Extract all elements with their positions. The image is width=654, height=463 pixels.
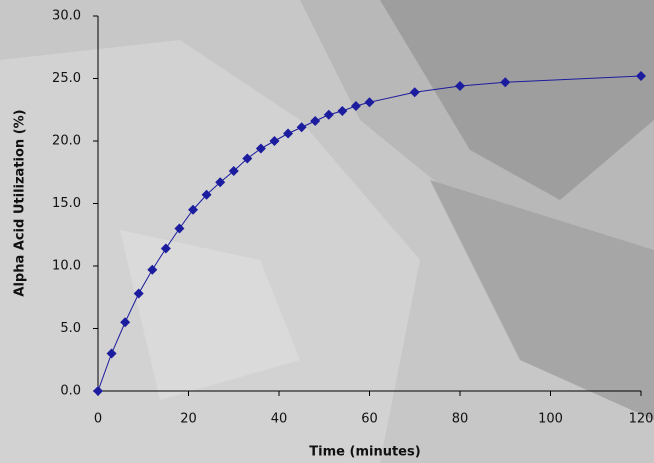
- data-point: [455, 81, 465, 91]
- data-point: [201, 189, 212, 200]
- data-point: [215, 177, 226, 188]
- y-tick-label: 20.0: [52, 134, 81, 149]
- y-axis-title: Alpha Acid Utilization (%): [13, 109, 28, 296]
- data-point: [337, 106, 348, 116]
- data-point: [255, 143, 266, 154]
- y-tick-label: 30.0: [52, 9, 81, 24]
- data-point: [93, 386, 103, 396]
- y-tick-label: 10.0: [52, 259, 81, 274]
- data-point: [500, 77, 511, 88]
- x-tick-label: 0: [94, 412, 102, 427]
- y-tick-label: 5.0: [60, 321, 81, 336]
- background-shape: [430, 180, 654, 420]
- y-tick-label: 0.0: [60, 384, 81, 399]
- x-tick-label: 40: [271, 412, 288, 427]
- data-point: [296, 122, 307, 133]
- background-shape: [120, 230, 300, 400]
- data-point: [242, 153, 253, 164]
- data-point: [147, 264, 158, 275]
- data-point: [636, 71, 646, 81]
- data-point: [120, 317, 131, 328]
- data-point: [323, 109, 334, 120]
- data-point: [174, 223, 185, 234]
- y-tick-label: 25.0: [52, 71, 81, 86]
- x-tick-label: 80: [452, 412, 469, 427]
- data-point: [409, 87, 420, 98]
- data-point: [160, 243, 171, 254]
- y-tick-label: 15.0: [52, 196, 81, 211]
- data-point: [106, 348, 117, 359]
- data-point: [228, 166, 239, 176]
- x-tick-label: 20: [180, 412, 197, 427]
- data-point: [364, 97, 375, 108]
- data-point: [283, 128, 294, 139]
- data-point: [350, 101, 361, 111]
- data-point: [310, 116, 321, 126]
- x-tick-label: 100: [538, 412, 563, 427]
- x-tick-label: 60: [361, 412, 378, 427]
- x-axis-title: Time (minutes): [309, 445, 420, 460]
- background-shape: [380, 0, 654, 200]
- data-point: [269, 136, 280, 146]
- data-point: [188, 204, 199, 215]
- x-tick-label: 120: [629, 412, 654, 427]
- data-point: [133, 288, 144, 299]
